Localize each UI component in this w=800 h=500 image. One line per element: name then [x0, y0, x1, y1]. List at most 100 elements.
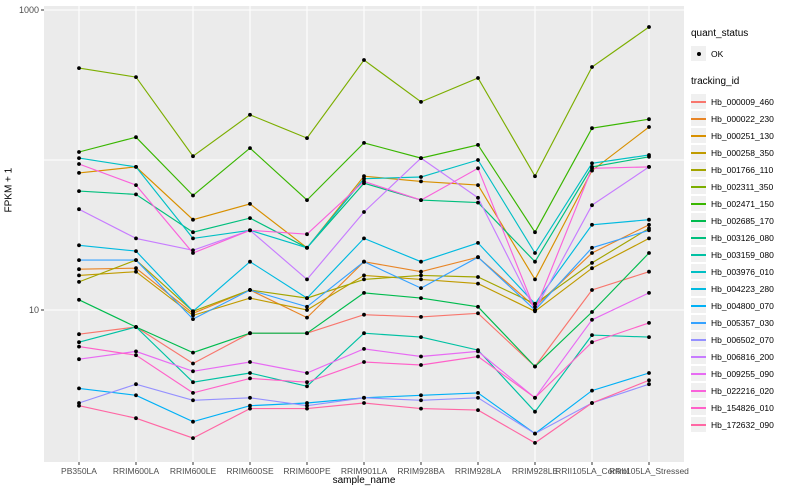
- data-point: [305, 406, 309, 411]
- x-tick-label: RRIM600SE: [226, 466, 274, 476]
- data-point: [647, 125, 651, 129]
- data-point: [647, 251, 651, 255]
- legend-item-label: Hb_002685_170: [711, 215, 774, 226]
- data-point: [191, 380, 195, 385]
- legend-item-label: Hb_002311_350: [711, 181, 774, 192]
- data-point: [533, 301, 537, 306]
- data-point: [362, 360, 366, 364]
- data-point: [590, 310, 594, 314]
- line-swatch-icon: [691, 400, 706, 415]
- data-point: [476, 255, 480, 260]
- legend-item-label: Hb_000022_230: [711, 113, 774, 124]
- data-point: [77, 267, 81, 272]
- data-point: [419, 406, 423, 411]
- data-point: [134, 353, 138, 358]
- data-point: [248, 216, 252, 221]
- data-point: [419, 286, 423, 290]
- data-point: [533, 230, 537, 235]
- line-swatch-icon: [691, 111, 706, 126]
- data-point: [305, 384, 309, 389]
- data-point: [590, 261, 594, 265]
- data-point: [305, 380, 309, 385]
- data-point: [647, 335, 651, 339]
- data-point: [77, 150, 81, 154]
- data-point: [362, 347, 366, 351]
- data-point: [419, 296, 423, 300]
- data-point: [533, 395, 537, 400]
- line-swatch-icon: [691, 196, 706, 211]
- legend-item-Hb_172632_090: Hb_172632_090: [691, 416, 799, 433]
- data-point: [476, 143, 480, 147]
- data-point: [362, 331, 366, 336]
- data-point: [362, 179, 366, 184]
- data-point: [476, 311, 480, 316]
- legend-item-Hb_000258_350: Hb_000258_350: [691, 144, 799, 161]
- data-point: [419, 315, 423, 319]
- data-point: [476, 195, 480, 200]
- y-tick-label: 10: [29, 305, 39, 315]
- data-point: [476, 241, 480, 245]
- data-point: [647, 117, 651, 122]
- data-point: [590, 245, 594, 250]
- line-swatch-icon: [691, 349, 706, 364]
- data-point: [134, 165, 138, 169]
- legend-item-label: Hb_006816_200: [711, 351, 774, 362]
- data-point: [476, 281, 480, 286]
- legend: quant_status OK tracking_id Hb_000009_46…: [691, 28, 799, 447]
- data-point: [647, 228, 651, 233]
- data-point: [305, 331, 309, 336]
- data-point: [362, 273, 366, 278]
- data-point: [77, 403, 81, 408]
- data-point: [533, 431, 537, 436]
- legend-item-Hb_004800_070: Hb_004800_070: [691, 297, 799, 314]
- x-tick-label: RRIM928LE: [512, 466, 559, 476]
- line-swatch-icon: [691, 230, 706, 245]
- line-swatch-icon: [691, 145, 706, 160]
- point-swatch-icon: [691, 46, 706, 61]
- data-point: [476, 183, 480, 188]
- line-swatch-icon: [691, 298, 706, 313]
- data-point: [362, 291, 366, 295]
- data-point: [134, 269, 138, 274]
- data-point: [533, 251, 537, 255]
- legend-item-label: Hb_154826_010: [711, 402, 774, 413]
- legend-item-label: Hb_003976_010: [711, 266, 774, 277]
- tracking-id-legend-items: Hb_000009_460 Hb_000022_230 Hb_000251_130 H…: [691, 93, 799, 433]
- data-point: [419, 354, 423, 359]
- line-swatch-icon: [691, 264, 706, 279]
- legend-item-Hb_000009_460: Hb_000009_460: [691, 93, 799, 110]
- x-tick-label: PB350LA: [61, 466, 97, 476]
- data-point: [134, 266, 138, 271]
- data-point: [647, 236, 651, 241]
- data-point: [305, 232, 309, 237]
- data-point: [77, 344, 81, 349]
- data-point: [191, 236, 195, 241]
- data-point: [77, 357, 81, 362]
- data-point: [419, 175, 423, 179]
- line-swatch-icon: [691, 383, 706, 398]
- line-swatch-icon: [691, 213, 706, 228]
- data-point: [362, 259, 366, 264]
- data-point: [134, 192, 138, 197]
- data-point: [248, 331, 252, 336]
- data-point: [590, 340, 594, 345]
- data-point: [134, 416, 138, 421]
- legend-item-Hb_006502_070: Hb_006502_070: [691, 331, 799, 348]
- data-point: [362, 58, 366, 62]
- x-tick-label: RRIM928LA: [455, 466, 502, 476]
- legend-item-Hb_002685_170: Hb_002685_170: [691, 212, 799, 229]
- data-point: [419, 398, 423, 403]
- data-point: [533, 441, 537, 445]
- legend-item-label: Hb_000009_460: [711, 96, 774, 107]
- y-axis-title: FPKM + 1: [3, 167, 15, 213]
- data-point: [77, 297, 81, 302]
- legend-item-Hb_009255_090: Hb_009255_090: [691, 365, 799, 382]
- data-point: [305, 403, 309, 408]
- data-point: [305, 245, 309, 250]
- x-tick-label: RRIM901LA: [341, 466, 388, 476]
- data-point: [191, 230, 195, 235]
- data-point: [191, 248, 195, 253]
- data-point: [191, 436, 195, 440]
- data-point: [134, 325, 138, 329]
- data-point: [248, 371, 252, 375]
